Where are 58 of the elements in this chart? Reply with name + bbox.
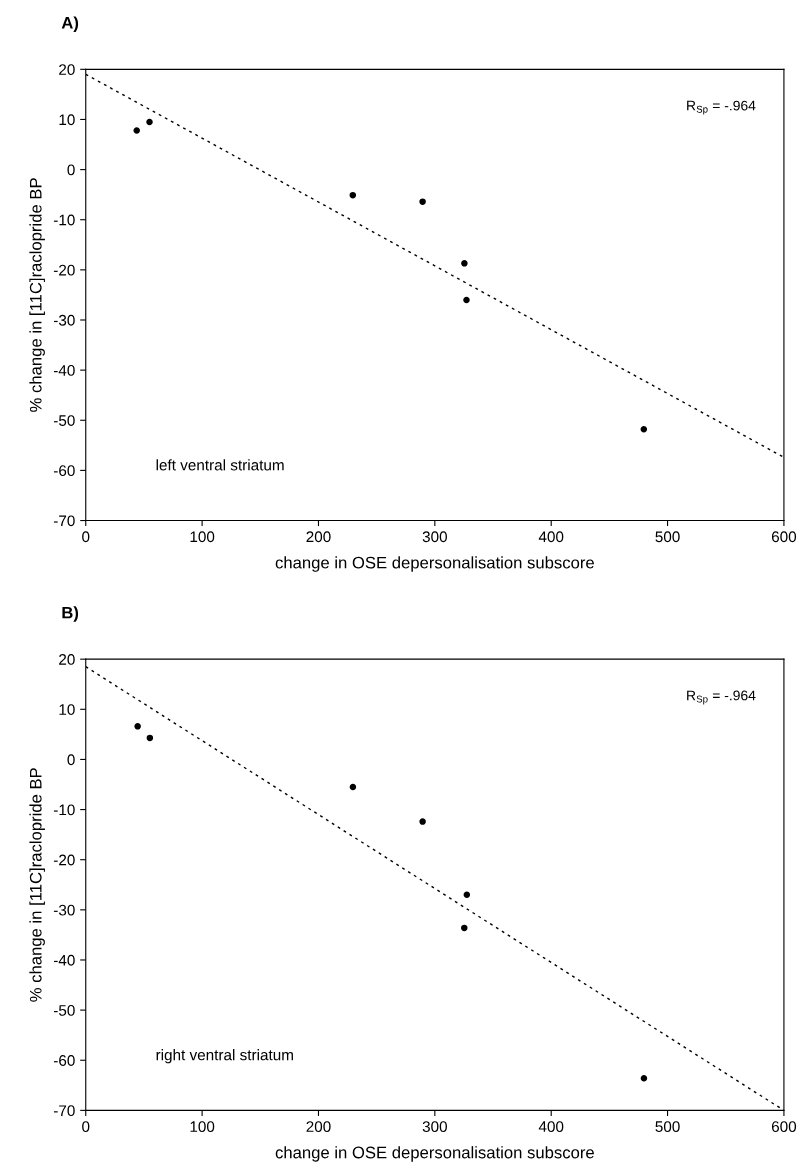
y-axis-title: % change in [11C]raclopride BP	[29, 768, 45, 1002]
y-tick-label: -10	[53, 804, 75, 816]
annotation: right ventral striatum	[156, 1049, 293, 1064]
point	[463, 296, 470, 304]
x-tick-label: 200	[306, 1121, 331, 1133]
x-tick-label: 100	[190, 531, 215, 543]
x-tick-label: 0	[82, 1121, 90, 1133]
point	[461, 924, 468, 932]
point	[419, 198, 426, 205]
point	[461, 260, 468, 267]
annotation: R$_{Sp}$ = -.964	[687, 100, 756, 115]
y-tick-label: -30	[53, 904, 75, 916]
y-tick-label: 10	[59, 704, 75, 715]
x-tick-label: 200	[306, 531, 331, 543]
point	[134, 723, 141, 730]
chart-title: A)	[61, 16, 79, 32]
point	[419, 818, 426, 825]
annotation: left ventral striatum	[156, 459, 284, 471]
point	[349, 783, 357, 791]
y-tick-label: -40	[53, 954, 75, 966]
y-tick-label: -20	[53, 854, 75, 866]
y-tick-label: -30	[53, 314, 75, 326]
point	[133, 127, 140, 134]
y-tick-label: -40	[53, 364, 75, 376]
x-axis-title: change in OSE depersonalisation subscore	[275, 1146, 594, 1162]
y-tick-label: -60	[53, 465, 75, 477]
y-tick-label: -50	[53, 415, 75, 426]
point	[640, 1075, 648, 1082]
x-tick-label: 500	[655, 1121, 680, 1133]
y-tick-label: -20	[53, 264, 75, 276]
x-tick-label: 600	[771, 1121, 797, 1133]
x-tick-label: 300	[422, 531, 447, 543]
x-tick-label: 400	[538, 531, 564, 543]
x-axis-title: change in OSE depersonalisation subscore	[275, 556, 594, 572]
y-tick-label: -70	[53, 1105, 75, 1117]
point	[349, 191, 357, 199]
x-tick-label: 100	[190, 1121, 215, 1133]
y-tick-label: -10	[53, 214, 75, 226]
x-tick-label: 500	[655, 531, 680, 543]
point	[463, 891, 471, 899]
y-axis-title: % change in [11C]raclopride BP	[29, 178, 45, 412]
y-tick-label: 0	[67, 754, 75, 766]
y-tick-label: 20	[59, 64, 75, 76]
point	[146, 118, 153, 126]
x-tick-label: 0	[82, 531, 90, 543]
y-tick-label: 20	[59, 654, 75, 665]
y-tick-label: -60	[53, 1055, 75, 1066]
x-tick-label: 300	[422, 1121, 447, 1133]
point	[640, 426, 648, 433]
x-tick-label: 400	[538, 1121, 564, 1133]
y-tick-label: 0	[67, 164, 75, 176]
point	[146, 734, 154, 742]
chart-title: B)	[62, 606, 79, 622]
y-tick-label: 10	[59, 114, 75, 126]
y-tick-label: -50	[53, 1004, 75, 1016]
y-tick-label: -70	[53, 515, 75, 527]
annotation: R$_{Sp}$ = -.964	[687, 690, 756, 705]
x-tick-label: 600	[771, 531, 797, 543]
